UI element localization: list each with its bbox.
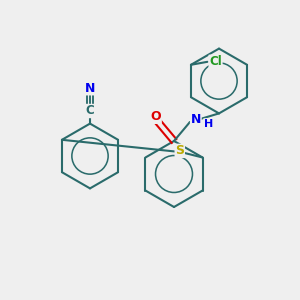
Text: Cl: Cl xyxy=(209,55,222,68)
Text: C: C xyxy=(85,104,94,118)
Text: S: S xyxy=(175,144,184,158)
Text: H: H xyxy=(204,119,213,129)
Text: O: O xyxy=(151,110,161,123)
Text: N: N xyxy=(190,113,201,126)
Text: N: N xyxy=(85,82,95,95)
